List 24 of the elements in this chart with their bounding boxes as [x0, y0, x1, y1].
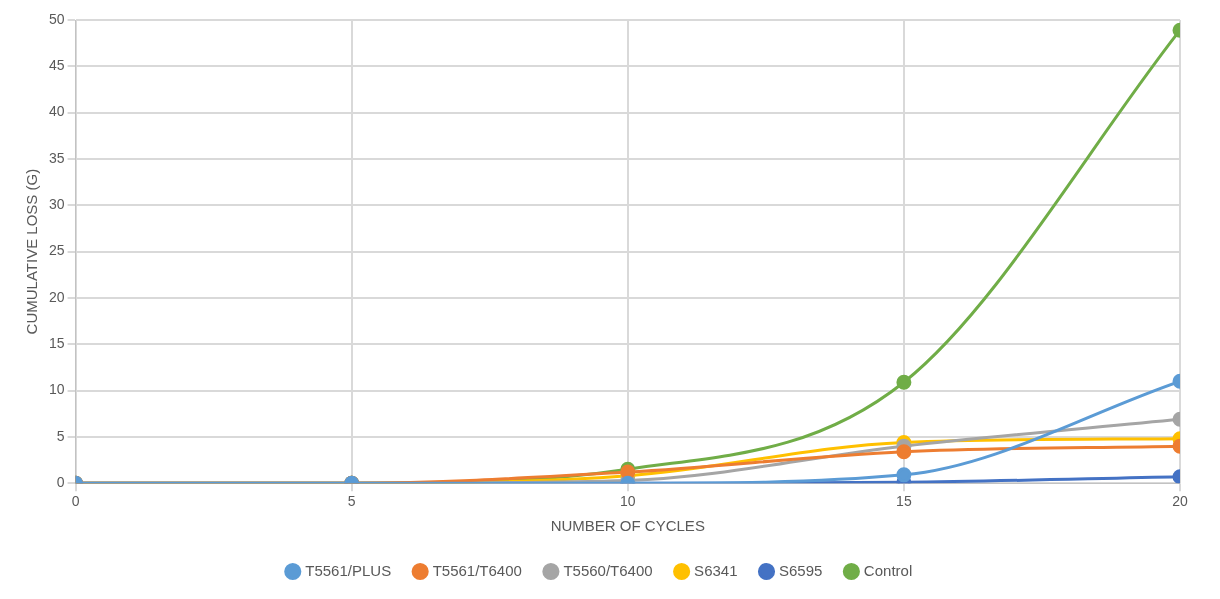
x-tick-label: 20 — [1172, 493, 1188, 510]
x-tick-label: 15 — [896, 493, 912, 510]
y-tick-label: 10 — [48, 381, 65, 398]
legend-label: Control — [863, 561, 913, 579]
y-tick-label: 25 — [48, 242, 65, 259]
x-tick-label: 5 — [347, 493, 356, 510]
legend-label: S6595 — [779, 561, 823, 579]
y-tick-label: 30 — [48, 196, 65, 213]
x-tick-label: 0 — [71, 493, 80, 510]
y-tick-label: 50 — [48, 10, 65, 27]
y-tick-label: 15 — [48, 335, 65, 352]
y-tick-label: 5 — [56, 427, 65, 444]
legend-label: T5561/T6400 — [432, 561, 522, 579]
y-tick-label: 20 — [48, 288, 65, 305]
y-tick-label: 45 — [48, 57, 65, 74]
legend-label: T5561/PLUS — [305, 561, 392, 579]
y-tick-label: 40 — [48, 103, 65, 120]
legend-label: T5560/T6400 — [563, 561, 653, 579]
legend-label: S6341 — [694, 561, 738, 579]
x-tick-label: 10 — [620, 493, 636, 510]
x-axis-title: NUMBER OF CYCLES — [550, 517, 705, 535]
y-tick-label: 0 — [56, 474, 65, 491]
y-tick-label: 35 — [48, 149, 65, 166]
y-axis-title: CUMULATIVE LOSS (G) — [23, 168, 41, 335]
